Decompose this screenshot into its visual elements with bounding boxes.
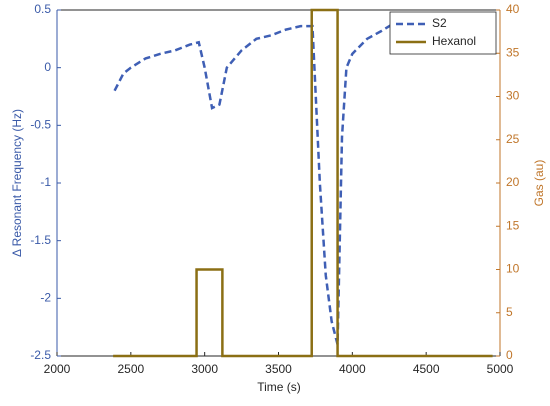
y-tick-label: -2.5	[30, 348, 51, 362]
y2-axis-label: Gas (au)	[532, 160, 546, 207]
y2-tick-label: 15	[506, 218, 520, 232]
x-tick-label: 5000	[487, 362, 514, 376]
x-tick-label: 2000	[44, 362, 71, 376]
y-tick-label: 0.5	[34, 2, 51, 16]
y-axis-label: Δ Resonant Frequency (Hz)	[10, 109, 24, 257]
legend-label: S2	[432, 16, 447, 30]
x-tick-label: 4500	[413, 362, 440, 376]
y2-tick-label: 25	[506, 132, 520, 146]
y-tick-label: -1	[40, 175, 51, 189]
y-tick-label: -2	[40, 291, 51, 305]
x-tick-label: 3500	[265, 362, 292, 376]
y2-tick-label: 0	[506, 348, 513, 362]
y2-tick-label: 40	[506, 2, 520, 16]
y2-tick-label: 30	[506, 89, 520, 103]
y-tick-label: -1.5	[30, 233, 51, 247]
y2-tick-label: 5	[506, 305, 513, 319]
y-tick-label: 0	[44, 60, 51, 74]
y2-tick-label: 20	[506, 175, 520, 189]
x-axis-label: Time (s)	[257, 380, 301, 394]
x-tick-label: 4000	[339, 362, 366, 376]
x-tick-label: 2500	[117, 362, 144, 376]
y2-tick-label: 35	[506, 45, 520, 59]
legend-box	[389, 11, 497, 55]
series-line	[113, 8, 493, 358]
y-tick-label: -0.5	[30, 118, 51, 132]
y2-tick-label: 10	[506, 262, 520, 276]
legend-label: Hexanol	[432, 34, 476, 48]
series-line	[113, 13, 424, 345]
x-tick-label: 3000	[191, 362, 218, 376]
